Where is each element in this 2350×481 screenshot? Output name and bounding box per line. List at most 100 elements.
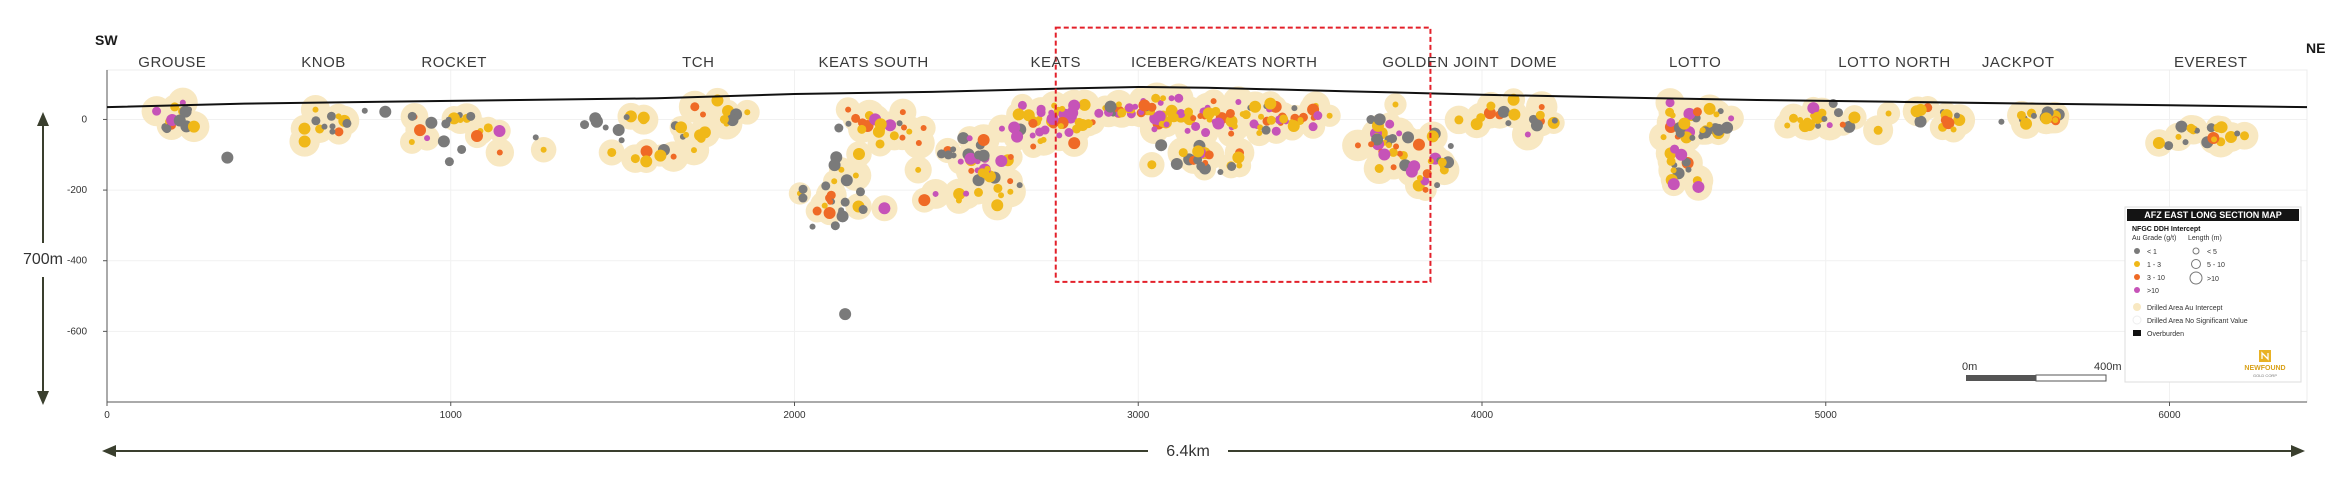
logo-letter-icon — [2261, 351, 2269, 361]
drill-intercept-point — [1843, 120, 1856, 133]
drill-intercept-point — [1706, 121, 1713, 128]
drill-intercept-point — [1155, 139, 1168, 152]
drill-intercept-point — [2040, 112, 2053, 125]
drill-intercept-point — [889, 131, 899, 141]
drill-intercept-point — [1692, 107, 1702, 117]
zone-label: KNOB — [301, 54, 346, 71]
drill-intercept-point — [1434, 182, 1441, 189]
drill-intercept-point — [1396, 130, 1403, 137]
drill-intercept-point — [1675, 148, 1688, 161]
drill-intercept-point — [612, 123, 625, 136]
drill-intercept-point — [2240, 131, 2250, 141]
zone-label: KEATS SOUTH — [818, 54, 928, 71]
drill-intercept-point — [1396, 150, 1403, 157]
drill-intercept-point — [827, 198, 834, 205]
drill-intercept-point — [425, 116, 438, 129]
drill-intercept-point — [1313, 111, 1323, 121]
drill-intercept-point — [1204, 150, 1214, 160]
orientation-left-label: SW — [95, 32, 118, 48]
drill-intercept-point — [1227, 162, 1237, 172]
scale-bar: 0m 400m — [1962, 361, 2122, 382]
horizontal-scale-arrow-right — [2291, 445, 2305, 457]
zone-label: GROUSE — [138, 54, 206, 71]
drill-intercept-point — [1040, 125, 1050, 135]
drill-intercept-point — [899, 109, 906, 116]
drill-intercept-point — [179, 99, 186, 106]
drill-intercept-point — [809, 223, 816, 230]
drill-intercept-point — [1666, 156, 1676, 166]
drill-intercept-point — [1798, 120, 1811, 133]
drill-intercept-point — [1174, 93, 1184, 103]
drill-intercept-point — [690, 147, 697, 154]
drill-intercept-point — [2152, 136, 2165, 149]
scale-bar-light-segment — [2035, 374, 2107, 382]
drill-intercept-point — [1168, 95, 1175, 102]
drill-intercept-point — [1157, 99, 1164, 106]
horizontal-scale-arrow-left — [102, 445, 116, 457]
drill-intercept-point — [618, 137, 625, 144]
drill-intercept-point — [1670, 167, 1677, 174]
drill-intercept-point — [1833, 108, 1843, 118]
drill-intercept-point — [875, 139, 885, 149]
drill-intercept-point — [984, 165, 991, 172]
drill-intercept-point — [977, 149, 990, 162]
drill-intercept-point — [1022, 109, 1035, 122]
drill-intercept-point — [1228, 130, 1235, 137]
newfound-logo: NEWFOUND GOLD CORP — [2244, 350, 2286, 378]
drill-intercept-point — [1266, 115, 1276, 125]
drill-intercept-point — [590, 115, 603, 128]
drill-intercept-point — [540, 146, 547, 153]
legend-length-swatch-1 — [2192, 247, 2200, 255]
drill-intercept-point — [1454, 115, 1464, 125]
legend-area-nsv-swatch — [2132, 315, 2142, 325]
drill-intercept-point — [2186, 123, 2196, 133]
drill-intercept-point — [1665, 98, 1675, 108]
drill-intercept-point — [1007, 178, 1014, 185]
drill-intercept-point — [828, 159, 841, 172]
drill-intercept-point — [1910, 105, 1923, 118]
drill-intercept-point — [698, 126, 711, 139]
drill-intercept-point — [1666, 117, 1676, 127]
drill-intercept-point — [379, 105, 392, 118]
drill-intercept-point — [1163, 121, 1170, 128]
drill-intercept-point — [2030, 112, 2037, 119]
drill-intercept-point — [1068, 137, 1081, 150]
drill-intercept-point — [821, 181, 831, 191]
drill-intercept-point — [826, 193, 833, 200]
drill-intercept-point — [640, 155, 653, 168]
vertical-scale-arrow-down — [37, 391, 49, 405]
legend-grade-label-1: < 1 — [2147, 249, 2157, 256]
drill-intercept-point — [1153, 110, 1166, 123]
drill-intercept-point — [834, 123, 844, 133]
drill-intercept-point — [1138, 99, 1151, 112]
orientation-right-label: NE — [2306, 40, 2325, 56]
drill-intercept-point — [1914, 120, 1921, 127]
drill-intercept-point — [1008, 121, 1021, 134]
drill-intercept-point — [1124, 103, 1134, 113]
drill-intercept-point — [1117, 108, 1127, 118]
drill-intercept-point — [1551, 117, 1558, 124]
drill-intercept-point — [670, 153, 677, 160]
drill-intercept-point — [1028, 118, 1038, 128]
drill-intercept-point — [1007, 188, 1014, 195]
drill-intercept-point — [974, 158, 981, 165]
drill-intercept-point — [955, 197, 962, 204]
drill-intercept-point — [162, 124, 172, 134]
logo-line1: NEWFOUND — [2244, 365, 2285, 372]
drill-intercept-point — [1193, 155, 1203, 165]
drill-intercept-point — [1257, 124, 1264, 131]
drill-intercept-point — [690, 102, 700, 112]
drill-intercept-point — [2052, 117, 2059, 124]
x-axis-ticks: 0 1000 2000 3000 4000 5000 6000 — [104, 402, 2181, 421]
legend-frame — [2124, 206, 2302, 383]
drill-intercept-point — [950, 146, 957, 153]
drill-intercept-point — [1385, 142, 1392, 149]
legend-length-header: Length (m) — [2188, 235, 2222, 242]
drill-intercept-point — [1422, 186, 1429, 193]
drill-intercept-point — [798, 193, 808, 203]
drill-intercept-point — [726, 114, 739, 127]
drill-intercept-point — [700, 111, 707, 118]
drill-intercept-point — [640, 145, 653, 158]
